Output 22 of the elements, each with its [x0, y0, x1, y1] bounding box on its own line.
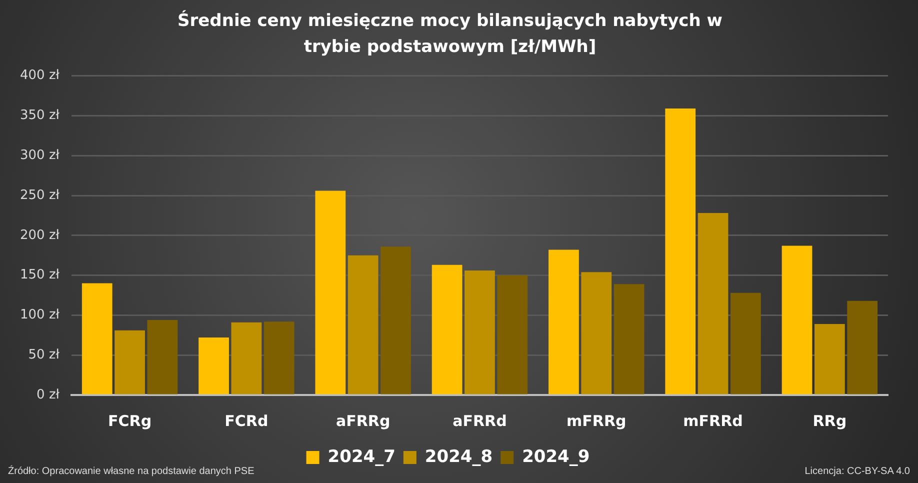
- y-tick-label: 300 zł: [20, 148, 60, 163]
- y-tick-label: 50 zł: [28, 347, 60, 362]
- text: Licencja: CC-BY-SA 4.0: [804, 466, 910, 477]
- x-tick-label: mFRRd: [683, 412, 743, 430]
- y-tick-label: 150 zł: [20, 268, 60, 283]
- y-tick-label: 100 zł: [20, 308, 60, 323]
- x-tick-label: FCRg: [108, 412, 152, 430]
- x-tick-label: aFRRd: [452, 412, 507, 430]
- x-tick-label: mFRRg: [566, 412, 626, 430]
- x-tick-label: FCRd: [224, 412, 268, 430]
- chart-title: Średnie ceny miesięczne mocy bilansujących nabytych w trybie podstawowym [zł/MWh]: [176, 9, 724, 59]
- y-tick-label: 250 zł: [20, 188, 60, 203]
- y-tick-label: 200 zł: [20, 228, 60, 243]
- y-tick-label: 0 zł: [36, 387, 60, 402]
- legend-label: 2024_9: [522, 446, 590, 467]
- y-tick-label: 400 zł: [20, 68, 60, 84]
- x-tick-label: aFRRg: [336, 412, 390, 430]
- y-tick-label: 350 zł: [20, 108, 60, 124]
- legend-label: 2024_8: [424, 446, 493, 467]
- legend-label: 2024_7: [328, 446, 396, 467]
- x-tick-label: RRg: [812, 412, 847, 430]
- text: Źródło: Opracowanie własne na podstawie danych PSE: [8, 466, 254, 477]
